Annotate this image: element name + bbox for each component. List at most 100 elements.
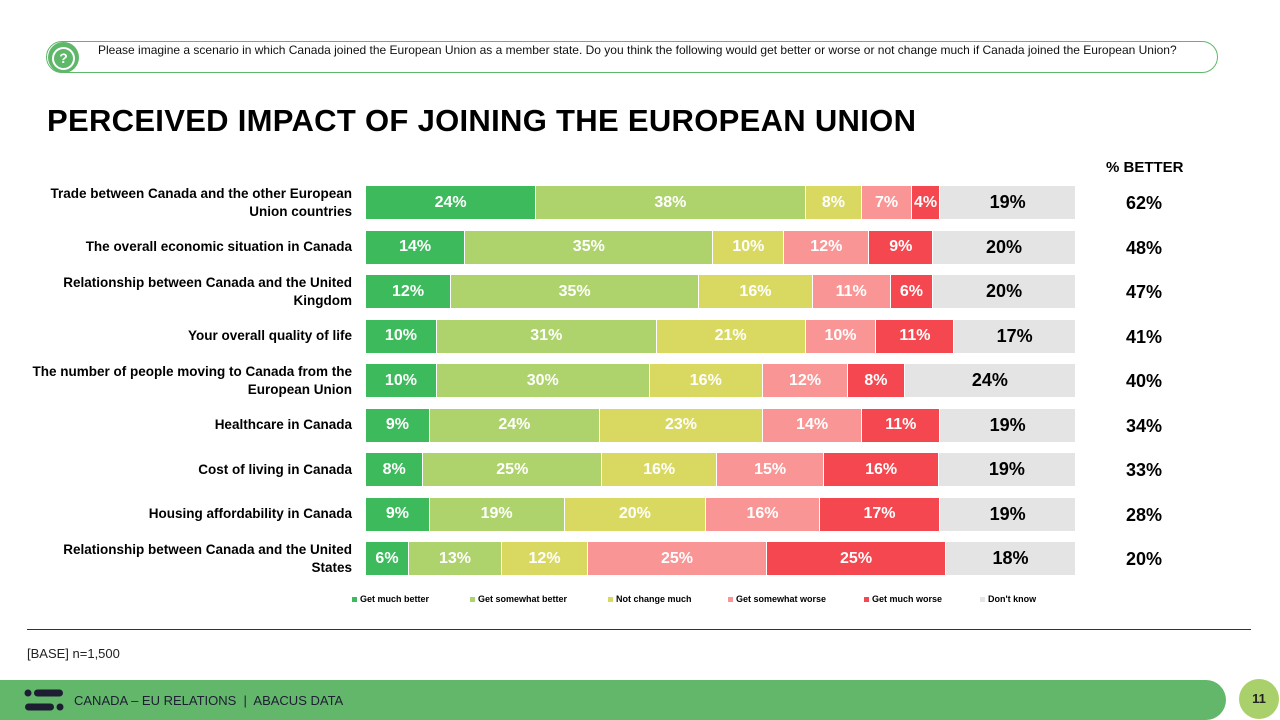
bar-segment: 11% bbox=[812, 275, 891, 308]
percent-better-value: 47% bbox=[1126, 282, 1163, 302]
base-note: [BASE] n=1,500 bbox=[27, 646, 120, 661]
bar-segment: 8% bbox=[848, 364, 905, 397]
abacus-logo-icon bbox=[24, 689, 64, 711]
bar-segment: 12% bbox=[502, 542, 588, 575]
bar-row: 6% 13% 12% 25% 25% 18% bbox=[366, 542, 1075, 575]
footer-text: CANADA – EU RELATIONS | ABACUS DATA bbox=[74, 693, 344, 708]
bar-segment: 10% bbox=[366, 319, 437, 353]
legend-swatch bbox=[470, 596, 475, 602]
bar-segment: 30% bbox=[436, 364, 650, 397]
legend-label: Get much better bbox=[360, 594, 430, 604]
bar-segment: 4% bbox=[911, 186, 941, 219]
bar-row: 9% 19% 20% 16% 17% 19% bbox=[366, 497, 1075, 531]
bar-segment: 6% bbox=[366, 542, 409, 575]
bar-segment: 19% bbox=[429, 497, 565, 531]
question-text: Please imagine a scenario in which Canad… bbox=[98, 43, 1177, 57]
bar-segment: 16% bbox=[706, 497, 820, 531]
question-box bbox=[46, 41, 1218, 73]
bar-segment: 12% bbox=[784, 230, 870, 264]
bar-segment: 16% bbox=[602, 453, 717, 486]
bar-segment: 20% bbox=[933, 230, 1075, 264]
percent-better-value: 28% bbox=[1126, 504, 1163, 525]
bar-segment: 16% bbox=[824, 453, 939, 486]
divider bbox=[27, 629, 1251, 630]
legend-item: Get much better bbox=[352, 594, 470, 604]
footer-bar bbox=[0, 680, 1226, 720]
category-label: Trade between Canada and the other Europ… bbox=[50, 185, 352, 219]
legend-swatch bbox=[980, 596, 985, 602]
bar-segment: 9% bbox=[366, 408, 430, 442]
bar-segment: 12% bbox=[763, 364, 849, 397]
legend-item: Get somewhat worse bbox=[728, 594, 864, 604]
bar-segment: 12% bbox=[366, 275, 452, 308]
legend-label: Get much worse bbox=[872, 594, 943, 604]
percent-better-header: % BETTER bbox=[1106, 159, 1184, 176]
page-number: 11 bbox=[1239, 679, 1279, 719]
bar-segment: 24% bbox=[366, 186, 537, 219]
legend-swatch bbox=[728, 596, 733, 602]
legend-label: Get somewhat worse bbox=[736, 594, 827, 604]
bar-segment: 17% bbox=[954, 319, 1075, 353]
bar-segment: 25% bbox=[767, 542, 947, 575]
bar-segment: 24% bbox=[904, 364, 1075, 397]
bar-segment: 19% bbox=[940, 186, 1075, 219]
bar-segment: 20% bbox=[933, 275, 1075, 308]
bar-row: 10% 30% 16% 12% 8% 24% bbox=[366, 364, 1075, 397]
percent-better-value: 34% bbox=[1126, 415, 1163, 436]
bar-segment: 13% bbox=[408, 542, 503, 575]
bar-segment: 25% bbox=[588, 542, 768, 575]
percent-better-value: 62% bbox=[1126, 193, 1163, 213]
bar-segment: 31% bbox=[436, 319, 657, 353]
percent-better-value: 41% bbox=[1126, 326, 1163, 347]
bar-row: 10% 31% 21% 10% 11% 17% bbox=[366, 319, 1075, 353]
bar-segment: 8% bbox=[366, 453, 424, 486]
percent-better-value: 20% bbox=[1126, 549, 1163, 569]
bar-row: 24% 38% 8% 7% 4% 19% bbox=[366, 186, 1075, 219]
bar-segment: 10% bbox=[713, 230, 785, 264]
percent-better-value: 48% bbox=[1126, 237, 1163, 258]
bar-segment: 25% bbox=[423, 453, 603, 486]
bar-segment: 8% bbox=[805, 186, 863, 219]
bar-segment: 17% bbox=[819, 497, 941, 531]
legend-swatch bbox=[608, 596, 613, 602]
category-label: Cost of living in Canada bbox=[198, 461, 352, 477]
bar-segment: 35% bbox=[465, 230, 714, 264]
bar-segment: 14% bbox=[763, 408, 863, 442]
bar-segment: 35% bbox=[451, 275, 700, 308]
bar-segment: 38% bbox=[536, 186, 806, 219]
bar-segment: 7% bbox=[862, 186, 912, 219]
bar-segment: 21% bbox=[656, 319, 806, 353]
legend: Get much better Get somewhat better Not ch… bbox=[352, 594, 1060, 604]
bar-row: 14% 35% 10% 12% 9% 20% bbox=[366, 230, 1075, 264]
category-label: The number of people moving to Canada fr… bbox=[32, 363, 352, 397]
legend-item: Don't know bbox=[980, 594, 1060, 604]
category-label: Housing affordability in Canada bbox=[148, 506, 352, 521]
bar-segment: 10% bbox=[366, 364, 437, 397]
bar-segment: 10% bbox=[805, 319, 877, 353]
bar-segment: 19% bbox=[940, 497, 1075, 531]
bar-row: 12% 35% 16% 11% 6% 20% bbox=[366, 275, 1075, 308]
bar-segment: 16% bbox=[699, 275, 813, 308]
bar-segment: 18% bbox=[946, 542, 1075, 575]
legend-item: Not change much bbox=[608, 594, 728, 604]
bar-segment: 24% bbox=[429, 408, 600, 442]
bar-segment: 19% bbox=[940, 408, 1075, 442]
bar-row: 8% 25% 16% 15% 16% 19% bbox=[366, 453, 1075, 486]
question-bubble-icon: ? bbox=[48, 42, 79, 73]
percent-better-value: 33% bbox=[1126, 460, 1163, 480]
legend-item: Get somewhat better bbox=[470, 594, 608, 604]
bar-segment: 11% bbox=[876, 319, 955, 353]
legend-label: Get somewhat better bbox=[478, 594, 568, 604]
bar-segment: 16% bbox=[649, 364, 764, 397]
category-label: Relationship between Canada and the Unit… bbox=[63, 541, 352, 575]
bar-segment: 23% bbox=[599, 408, 764, 442]
bar-row: 9% 24% 23% 14% 11% 19% bbox=[366, 408, 1075, 442]
category-label: Your overall quality of life bbox=[187, 328, 352, 343]
chart-title: PERCEIVED IMPACT OF JOINING THE EUROPEAN… bbox=[47, 103, 917, 138]
bar-segment: 11% bbox=[862, 408, 941, 442]
bar-segment: 14% bbox=[366, 230, 466, 264]
bar-segment: 20% bbox=[564, 497, 707, 531]
bar-segment: 9% bbox=[869, 230, 934, 264]
bar-segment: 6% bbox=[890, 275, 934, 308]
legend-swatch bbox=[352, 596, 357, 602]
